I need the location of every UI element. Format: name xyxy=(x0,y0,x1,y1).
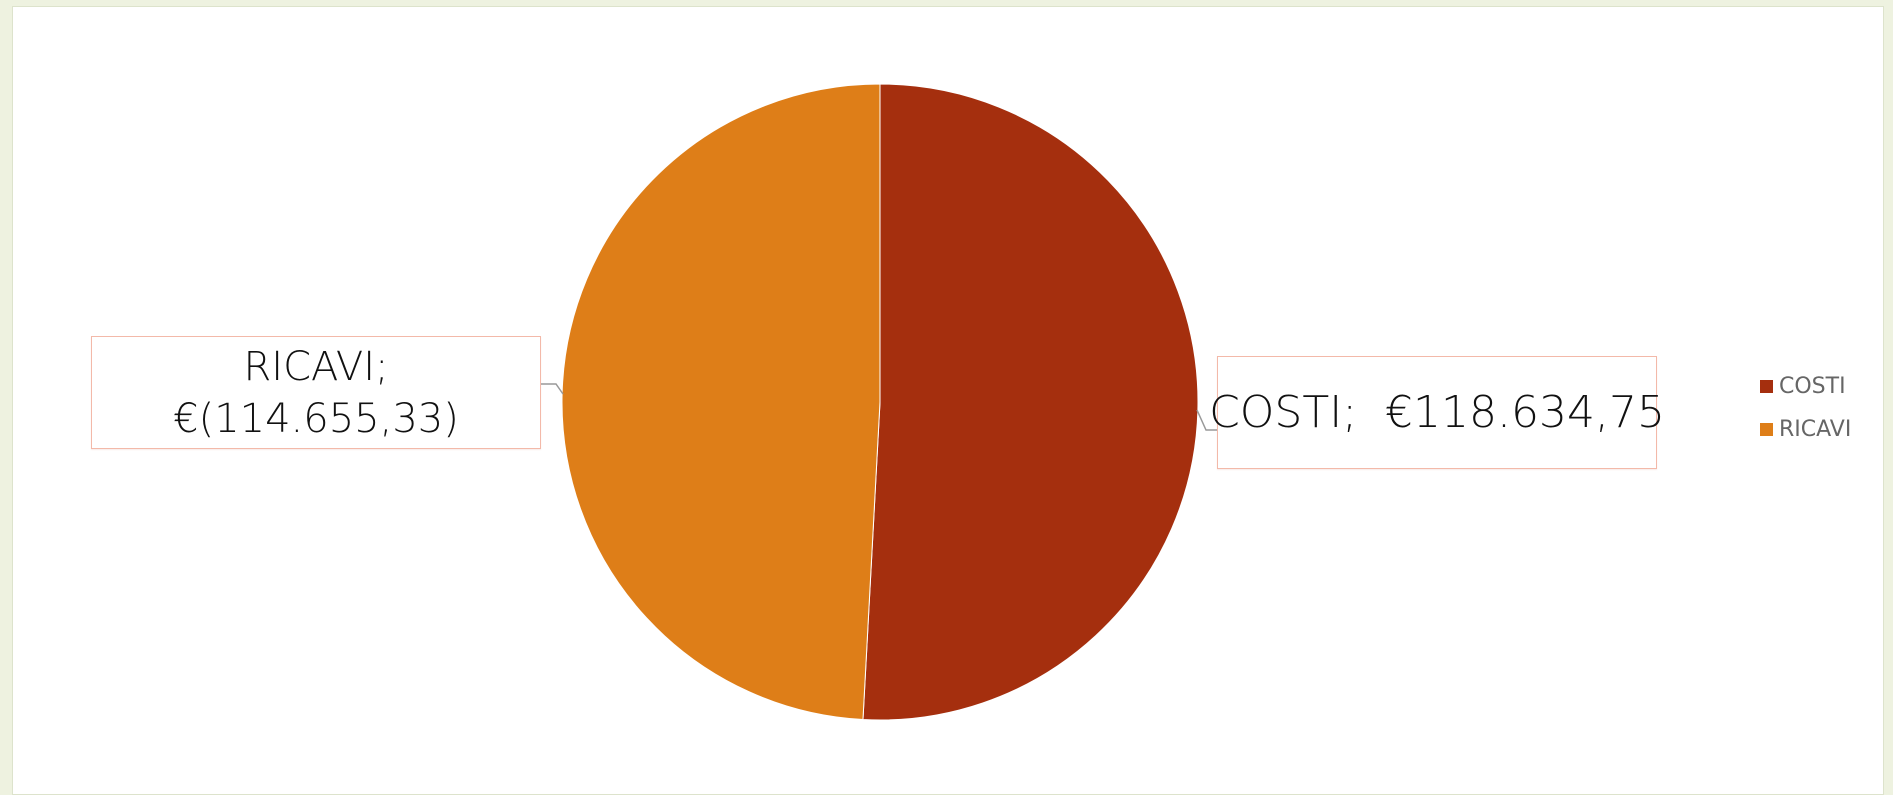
legend-swatch-ricavi xyxy=(1760,423,1773,436)
legend: COSTI RICAVI xyxy=(1760,365,1851,451)
legend-swatch-costi xyxy=(1760,380,1773,393)
legend-item-ricavi: RICAVI xyxy=(1760,408,1851,451)
leader-line-costi xyxy=(1196,409,1217,431)
data-label-ricavi-value: €(114.655,33) xyxy=(173,395,459,442)
legend-label-costi: COSTI xyxy=(1779,374,1846,399)
data-label-costi-text: COSTI; €118.634,75 xyxy=(1209,387,1665,438)
pie-slices xyxy=(561,83,1199,721)
pie-slice-ricavi xyxy=(561,83,881,721)
legend-item-costi: COSTI xyxy=(1760,365,1851,408)
legend-label-ricavi: RICAVI xyxy=(1779,417,1852,442)
data-label-costi: COSTI; €118.634,75 xyxy=(1209,356,1665,469)
data-label-ricavi: RICAVI; €(114.655,33) xyxy=(91,336,541,449)
pie-slice-costi xyxy=(862,83,1199,721)
leader-line-ricavi xyxy=(541,383,564,395)
data-label-ricavi-name: RICAVI; xyxy=(243,343,389,390)
